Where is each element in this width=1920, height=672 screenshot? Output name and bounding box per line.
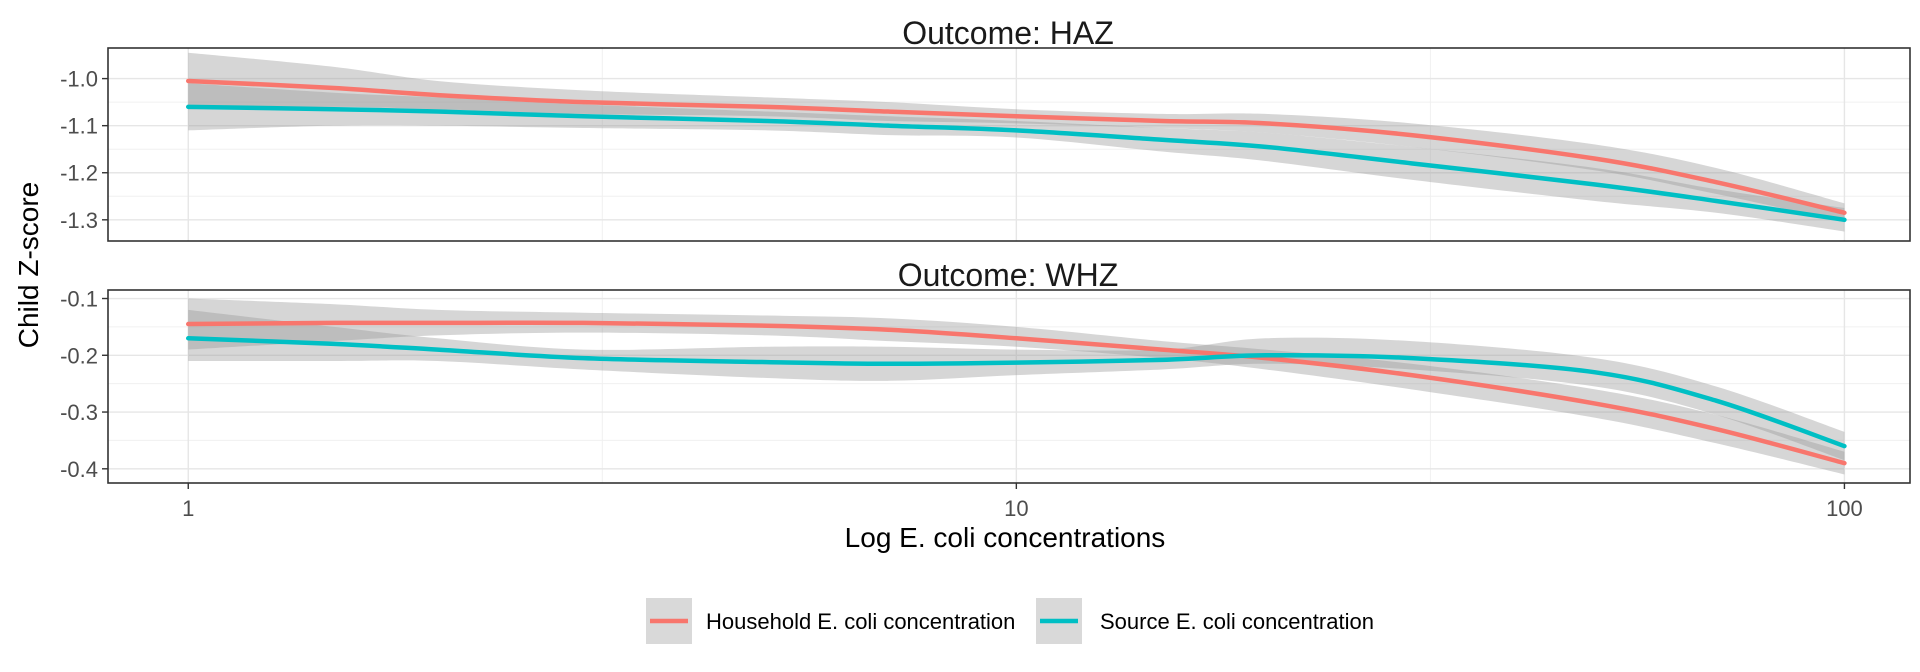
panel-border: [107, 289, 1911, 484]
x-tick-label: 10: [1004, 496, 1028, 521]
panel-title: Outcome: WHZ: [898, 257, 1118, 293]
panel-border: [107, 47, 1911, 242]
legend-item-1: Source E. coli concentration: [1036, 598, 1374, 644]
legend-label-0: Household E. coli concentration: [706, 609, 1015, 634]
x-tick-label: 100: [1826, 496, 1863, 521]
series-line-0: [186, 320, 1847, 466]
confidence-band-1: [188, 83, 1845, 232]
y-tick-label: -1.0: [60, 67, 98, 92]
x-axis-title: Log E. coli concentrations: [845, 522, 1166, 553]
legend-item-0: Household E. coli concentration: [646, 598, 1015, 644]
panel-0: -1.0 -1.1 -1.2 -1.3 Outcome: HAZ: [60, 15, 1911, 242]
series-line-0: [186, 78, 1847, 216]
y-tick-label: -0.1: [60, 287, 98, 312]
y-tick-label: -0.2: [60, 343, 98, 368]
confidence-band-0: [188, 298, 1845, 475]
y-tick-label: -1.2: [60, 161, 98, 186]
y-axis-title: Child Z-score: [13, 182, 44, 348]
series-line-1: [186, 336, 1847, 449]
panel-1: -0.1 -0.2 -0.3 -0.4 Outcome: WHZ: [60, 257, 1911, 484]
y-tick-label: -0.3: [60, 400, 98, 425]
y-tick-label: -1.1: [60, 114, 98, 139]
panel-background: [108, 48, 1910, 241]
series-line-1: [186, 104, 1847, 223]
plot-layer: -1.0 -1.1 -1.2 -1.3 Outcome: HAZ -0.1 -0.2 -0.3…: [60, 15, 1911, 521]
panel-title: Outcome: HAZ: [902, 15, 1114, 51]
legend-label-1: Source E. coli concentration: [1100, 609, 1374, 634]
confidence-band-1: [188, 309, 1845, 461]
confidence-band-0: [188, 52, 1845, 223]
legend: Household E. coli concentration Source E.…: [646, 598, 1374, 644]
x-tick-label: 1: [182, 496, 194, 521]
y-tick-label: -1.3: [60, 208, 98, 233]
y-tick-label: -0.4: [60, 457, 98, 482]
